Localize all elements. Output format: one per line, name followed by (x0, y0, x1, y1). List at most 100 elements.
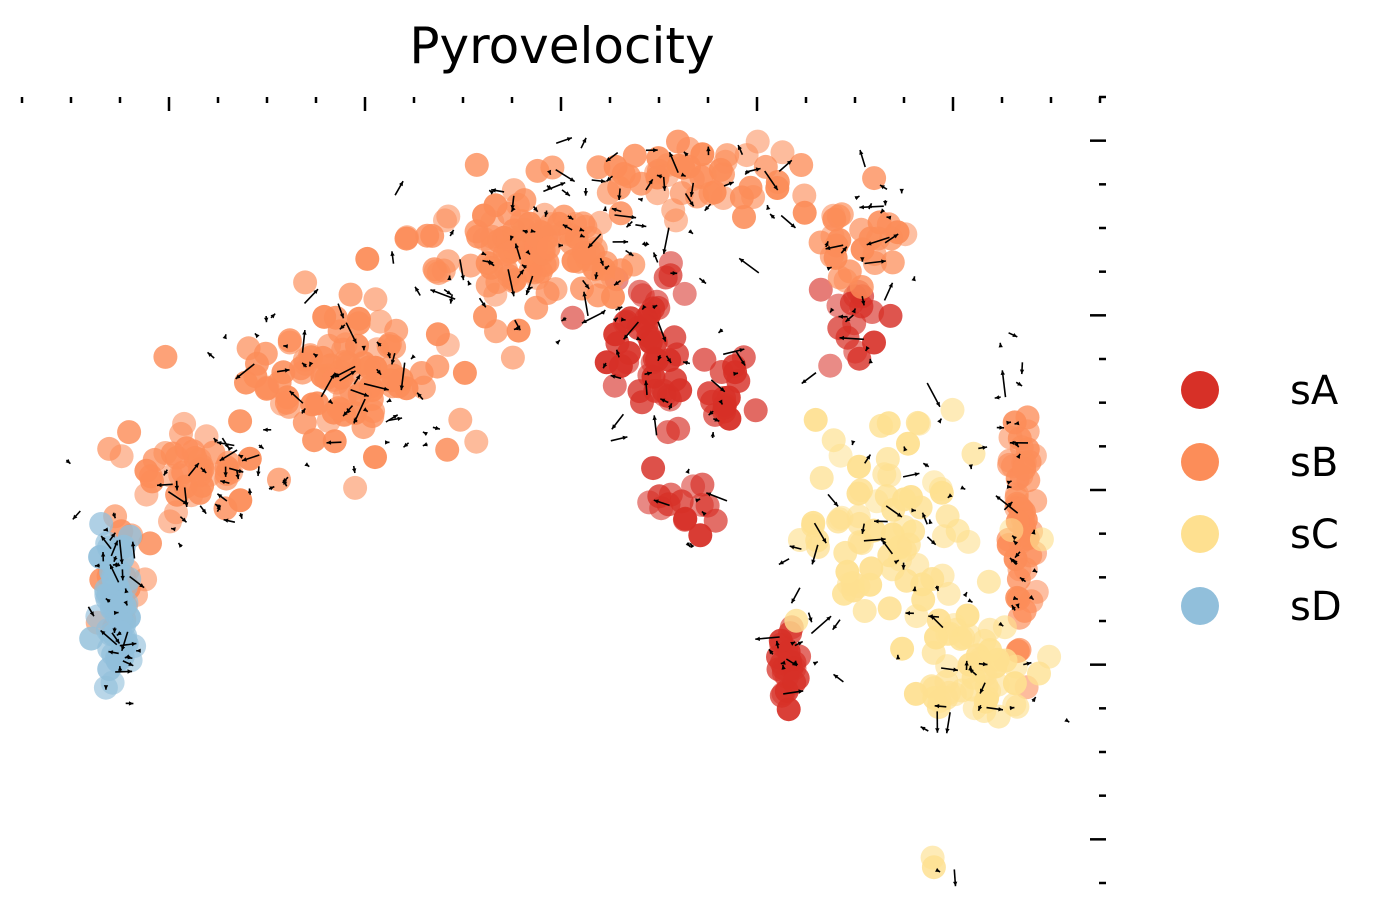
legend-label: sA (1290, 368, 1339, 414)
velocity-arrow (1009, 557, 1018, 566)
point-sB (1006, 567, 1031, 592)
point-sA (668, 378, 693, 403)
point-sC (801, 510, 826, 535)
point-sB (363, 287, 388, 312)
velocity-arrow (685, 542, 691, 548)
velocity-arrow (301, 362, 308, 368)
point-sA (615, 350, 640, 375)
point-sC (872, 462, 897, 487)
point-sB (998, 425, 1023, 450)
velocity-arrow (684, 192, 695, 207)
velocity-arrow (903, 446, 908, 452)
velocity-arrow (611, 207, 622, 213)
point-sB (293, 270, 318, 295)
point-sB (172, 411, 197, 436)
velocity-arrow (859, 149, 866, 168)
point-sB (117, 420, 142, 445)
velocity-arrow (241, 454, 260, 462)
point-sC (976, 569, 1001, 594)
point-sB (473, 304, 497, 329)
point-sB (327, 319, 352, 344)
velocity-arrow (362, 407, 369, 413)
velocity-arrow (345, 322, 358, 344)
velocity-arrow (121, 631, 129, 652)
point-sB (827, 265, 852, 290)
velocity-arrow (838, 314, 848, 319)
velocity-arrow (937, 418, 943, 424)
velocity-arrow (602, 362, 608, 369)
velocity-arrow (1012, 558, 1018, 565)
velocity-arrow (1031, 696, 1037, 703)
velocity-arrow (235, 363, 255, 380)
velocity-arrow (525, 249, 531, 256)
point-sB (464, 152, 489, 177)
velocity-arrow (775, 640, 780, 649)
point-sC (880, 557, 905, 582)
velocity-arrow (670, 271, 678, 276)
velocity-arrow (868, 358, 873, 364)
velocity-arrow (238, 512, 243, 520)
point-sA (743, 398, 768, 423)
legend-marker (1181, 587, 1219, 625)
point-sC (936, 581, 961, 606)
velocity-arrow (1009, 440, 1029, 445)
velocity-arrow (865, 346, 870, 352)
point-sB (347, 382, 372, 407)
velocity-arrow (119, 641, 137, 647)
point-sB (543, 277, 568, 302)
velocity-arrow (1011, 604, 1016, 611)
velocity-arrow (443, 288, 452, 296)
legend-label: sC (1290, 512, 1339, 558)
velocity-arrow (977, 704, 983, 712)
velocity-arrow (644, 380, 649, 396)
velocity-arrow (602, 206, 608, 212)
legend-entry-sD: sD (1181, 584, 1342, 630)
velocity-arrow (122, 660, 134, 667)
velocity-arrow (644, 371, 652, 376)
velocity-arrow (859, 205, 884, 210)
velocity-arrow (561, 316, 567, 322)
point-sB (411, 375, 436, 400)
velocity-arrow (156, 482, 173, 488)
velocity-arrow (615, 349, 621, 358)
velocity-arrow (120, 569, 125, 581)
velocity-arrow (247, 488, 253, 495)
velocity-arrow (902, 472, 920, 478)
velocity-arrow (652, 415, 658, 436)
point-sB (292, 410, 317, 435)
velocity-arrow (854, 195, 860, 201)
velocity-arrow (123, 600, 129, 606)
point-sA (818, 353, 843, 378)
point-sA (726, 369, 751, 394)
velocity-arrow (110, 540, 119, 557)
point-sA (594, 350, 619, 375)
velocity-arrow (514, 243, 522, 260)
velocity-arrow (811, 544, 819, 565)
point-sB (338, 282, 363, 307)
point-sC (960, 677, 984, 702)
point-sA (843, 339, 868, 364)
velocity-arrow (947, 493, 953, 499)
velocity-arrow (1016, 453, 1021, 459)
point-sB (277, 330, 302, 355)
velocity-arrow (547, 169, 552, 176)
velocity-arrow (105, 597, 111, 603)
velocity-arrow (885, 505, 903, 518)
point-sB (483, 282, 508, 307)
velocity-arrow (945, 712, 951, 734)
point-sC (957, 623, 982, 648)
velocity-arrow (998, 621, 1004, 627)
velocity-arrow (65, 459, 71, 465)
point-sC (940, 397, 965, 422)
velocity-arrow (600, 309, 606, 315)
velocity-arrow (962, 591, 968, 598)
velocity-arrow (926, 536, 937, 546)
velocity-arrow (449, 229, 455, 237)
velocity-arrow (263, 427, 272, 432)
point-sC (903, 681, 928, 706)
velocity-arrow (131, 541, 136, 559)
point-sB (671, 155, 696, 180)
point-sA (627, 379, 652, 404)
velocity-arrow (235, 470, 240, 480)
